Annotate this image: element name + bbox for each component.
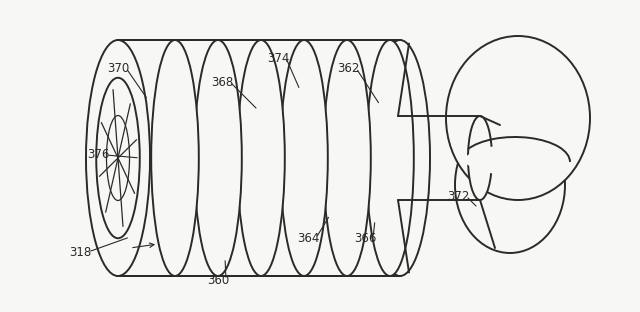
Ellipse shape: [370, 40, 430, 276]
Ellipse shape: [366, 40, 414, 276]
Ellipse shape: [237, 40, 285, 276]
Ellipse shape: [323, 40, 371, 276]
Text: 362: 362: [337, 61, 359, 75]
Text: 360: 360: [207, 274, 229, 286]
Ellipse shape: [446, 36, 590, 200]
Ellipse shape: [151, 40, 199, 276]
Ellipse shape: [465, 145, 565, 175]
Text: 366: 366: [354, 232, 376, 245]
Ellipse shape: [96, 78, 140, 238]
Ellipse shape: [86, 40, 150, 276]
Text: 376: 376: [87, 149, 109, 162]
Ellipse shape: [455, 117, 565, 253]
Ellipse shape: [194, 40, 242, 276]
Text: 368: 368: [211, 76, 233, 89]
Ellipse shape: [280, 40, 328, 276]
Ellipse shape: [468, 116, 492, 200]
Ellipse shape: [106, 115, 129, 201]
Text: 374: 374: [267, 51, 289, 65]
Text: 318: 318: [69, 246, 91, 259]
Text: 370: 370: [107, 61, 129, 75]
Text: 372: 372: [447, 189, 469, 202]
Text: 364: 364: [297, 232, 319, 245]
